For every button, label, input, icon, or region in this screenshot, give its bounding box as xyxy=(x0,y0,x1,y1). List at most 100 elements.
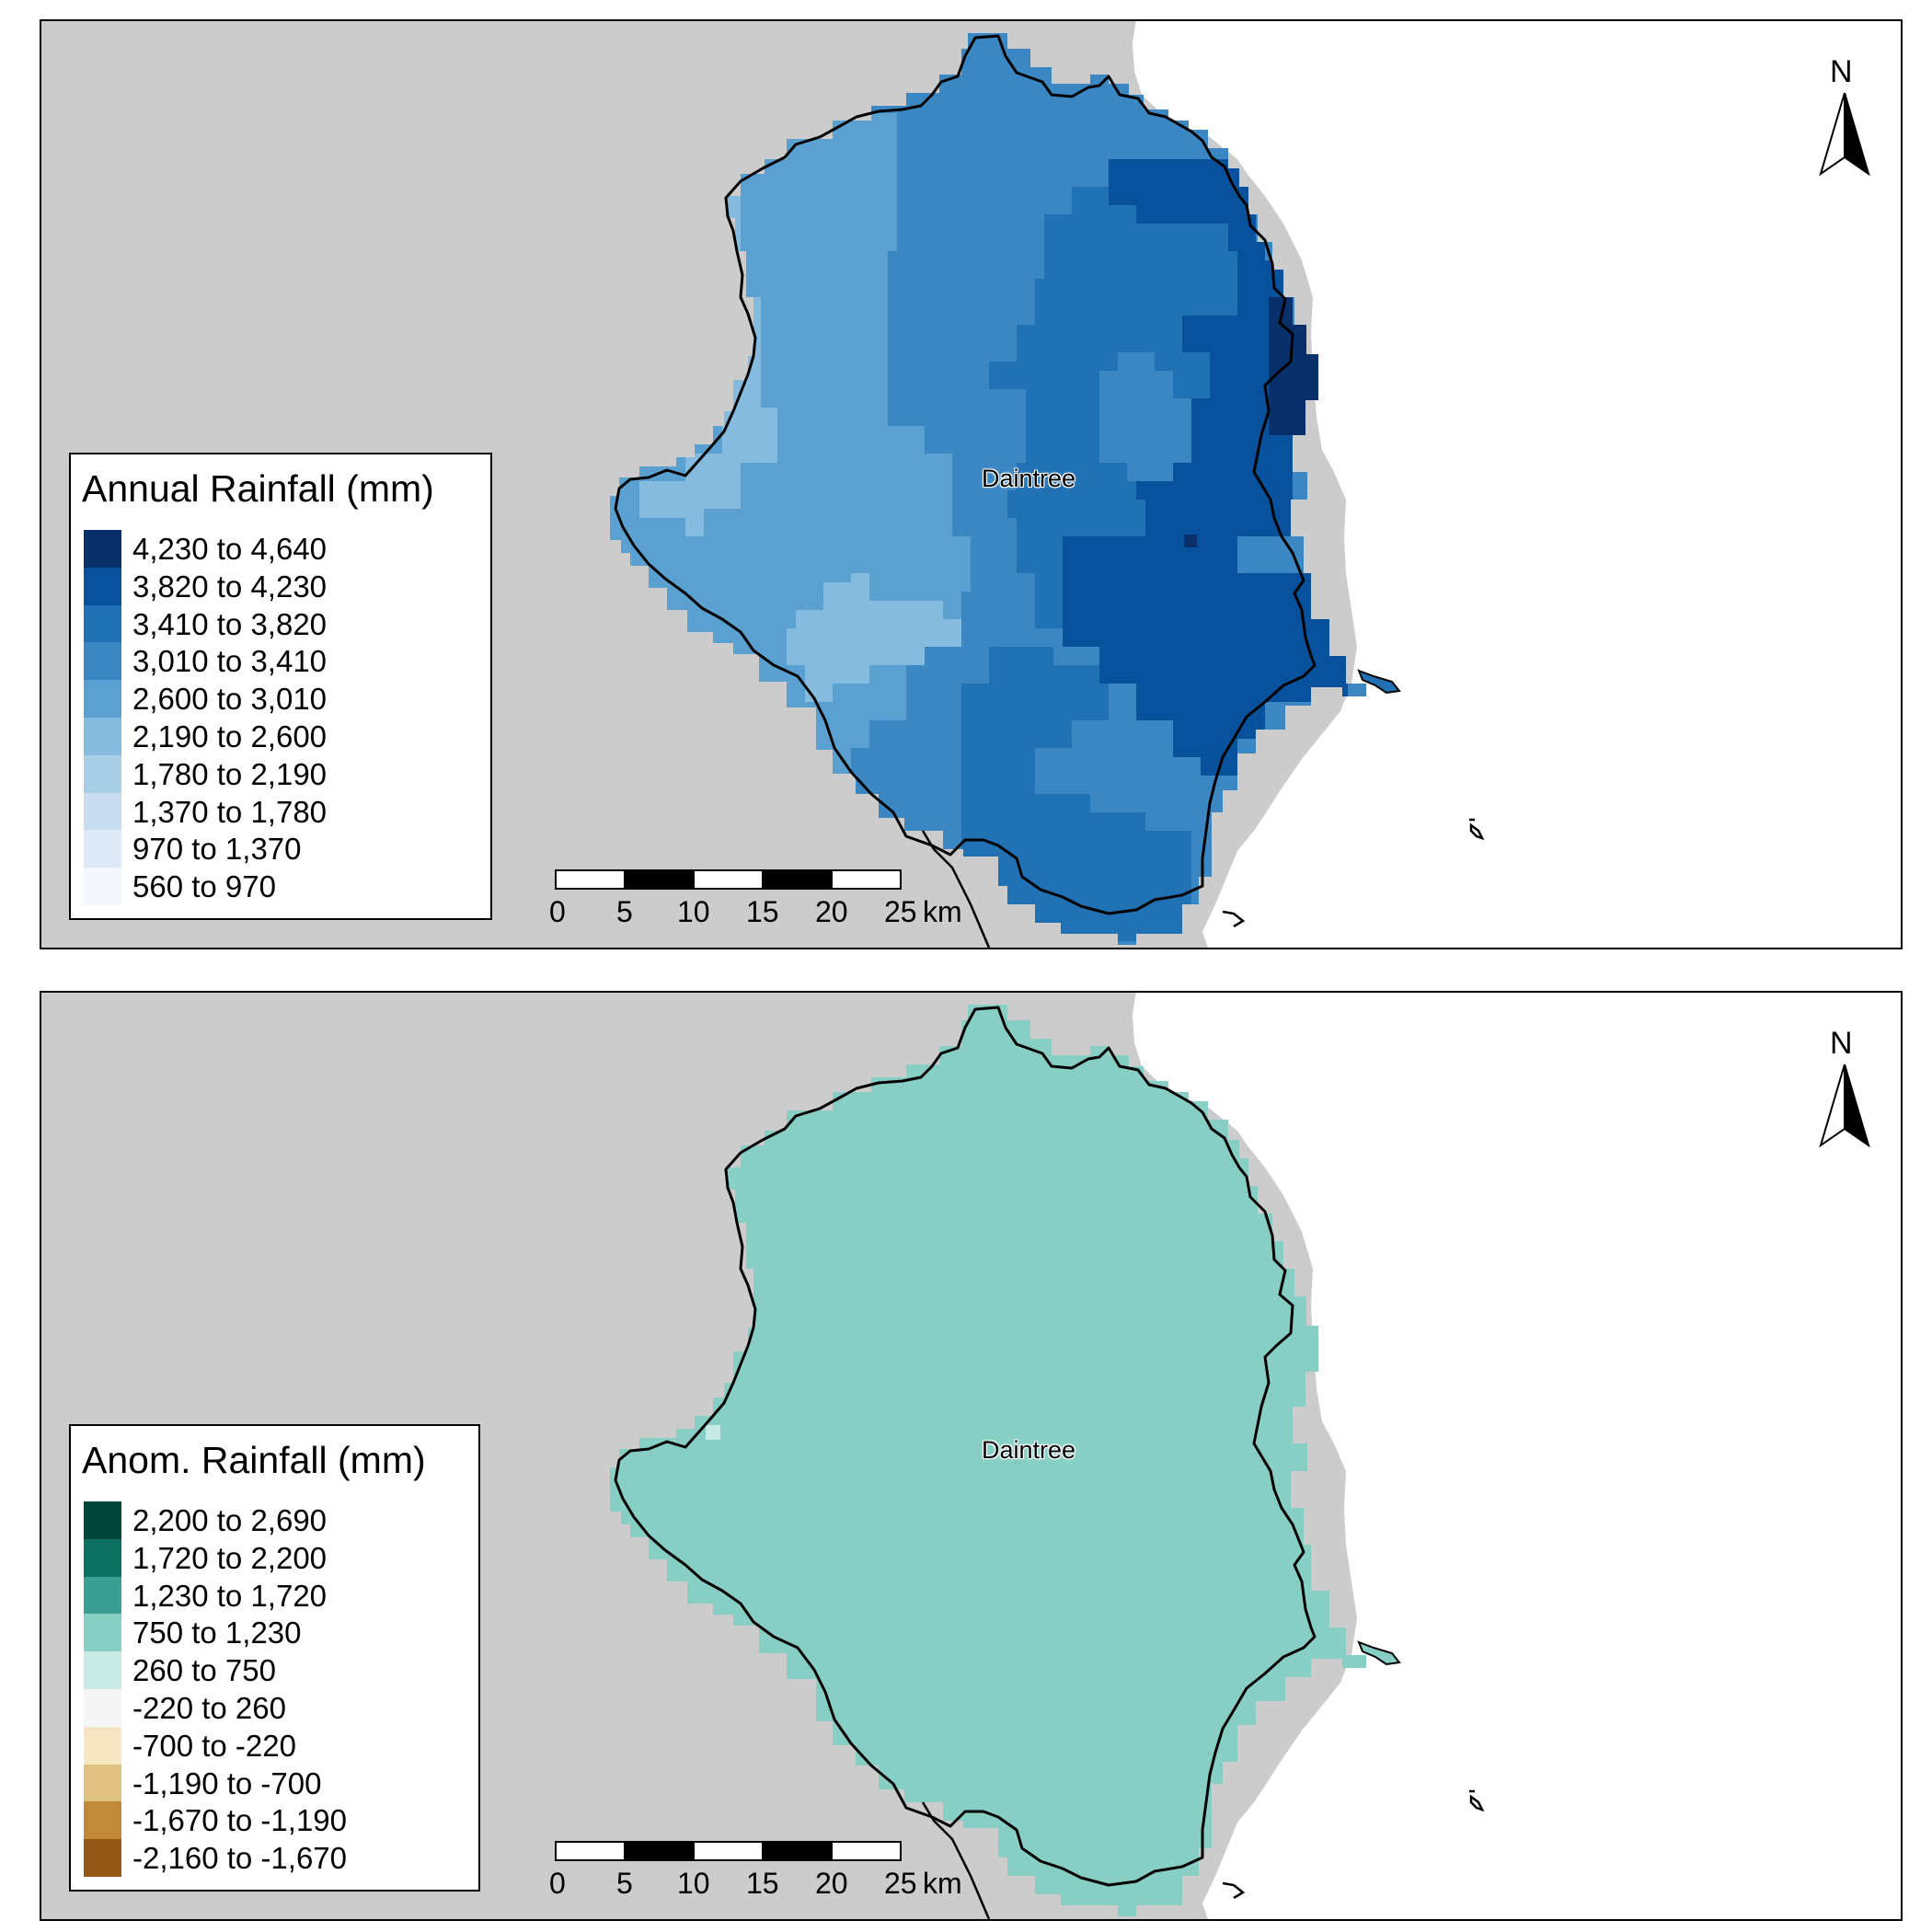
place-label-daintree: Daintree xyxy=(982,1436,1076,1464)
scale-tick-label: 25 xyxy=(884,895,917,928)
legend-swatch xyxy=(84,754,121,793)
legend-swatch xyxy=(84,1614,121,1652)
legend-anomaly-rainfall: Anom. Rainfall (mm) 2,200 to 2,690 1,720 … xyxy=(69,1424,480,1892)
catchment-outline xyxy=(614,34,1317,915)
sea-area xyxy=(1133,21,1901,948)
legend-label: 3,820 to 4,230 xyxy=(132,569,328,604)
legend-swatch xyxy=(84,718,121,755)
scale-unit-label: km xyxy=(923,895,962,928)
road-line xyxy=(921,830,991,948)
legend-item: 3,820 to 4,230 xyxy=(84,567,470,605)
legend-label: 2,600 to 3,010 xyxy=(132,682,328,717)
legend-label: 2,200 to 2,690 xyxy=(132,1503,328,1537)
catchment-outline xyxy=(614,1006,1317,1887)
scale-bar-graphic xyxy=(555,1841,902,1861)
legend-swatch xyxy=(84,1839,121,1878)
scale-tick-label: 20 xyxy=(815,895,848,928)
legend-swatch xyxy=(84,1801,121,1840)
legend-label: 3,410 to 3,820 xyxy=(132,606,328,641)
island xyxy=(1357,669,1401,695)
legend-swatch xyxy=(84,1726,121,1765)
scale-tick-label: 5 xyxy=(616,895,633,928)
north-arrow: N xyxy=(1817,1026,1872,1173)
legend-swatch xyxy=(84,567,121,605)
north-arrow-icon xyxy=(1819,1064,1870,1148)
legend-label: 260 to 750 xyxy=(132,1653,276,1688)
legend-label: 1,370 to 1,780 xyxy=(132,794,328,829)
legend-label: 1,780 to 2,190 xyxy=(132,756,328,791)
legend-label: 3,010 to 3,410 xyxy=(132,644,328,679)
legend-swatch xyxy=(84,830,121,868)
legend-label: -1,190 to -700 xyxy=(132,1765,322,1800)
scale-tick-label: 20 xyxy=(815,1867,848,1900)
legend-swatch xyxy=(84,1651,121,1690)
legend-swatch xyxy=(84,1764,121,1802)
place-label-daintree: Daintree xyxy=(982,465,1076,492)
road-line xyxy=(921,1801,991,1919)
legend-swatch xyxy=(84,1538,121,1577)
legend-swatch xyxy=(84,792,121,831)
scale-tick-label: 10 xyxy=(677,1867,710,1900)
scale-tick-label: 10 xyxy=(677,895,710,928)
legend-label: -1,670 to -1,190 xyxy=(132,1803,347,1838)
legend-item: 1,230 to 1,720 xyxy=(84,1576,470,1615)
legend-swatch xyxy=(84,1576,121,1615)
legend-item: 4,230 to 4,640 xyxy=(84,530,470,568)
legend-item: -2,160 to -1,670 xyxy=(84,1839,470,1878)
coast-small xyxy=(1222,1881,1246,1900)
scale-bar-graphic xyxy=(555,869,902,890)
legend-swatch xyxy=(84,680,121,719)
legend-item: 2,200 to 2,690 xyxy=(84,1501,470,1539)
legend-item: 750 to 1,230 xyxy=(84,1614,470,1652)
scale-tick-label: 0 xyxy=(549,895,566,928)
annual-rainfall-map xyxy=(41,21,1901,948)
legend-swatch xyxy=(84,530,121,568)
north-label: N xyxy=(1830,1026,1853,1061)
annual-rainfall-map-panel: Daintree N 0 5 10 15 20 25 km Annual Rai… xyxy=(40,19,1903,949)
scale-bar: 0 5 10 15 20 25 km xyxy=(549,1841,962,1905)
legend-title: Anom. Rainfall (mm) xyxy=(82,1439,426,1481)
legend-swatch xyxy=(84,642,121,681)
scale-bar: 0 5 10 15 20 25 km xyxy=(549,869,962,934)
north-label: N xyxy=(1830,54,1853,89)
scale-tick-label: 25 xyxy=(884,1867,917,1900)
legend-item: 1,370 to 1,780 xyxy=(84,792,470,831)
island xyxy=(1357,1640,1401,1666)
legend-item: -1,670 to -1,190 xyxy=(84,1801,470,1840)
anomaly-cell-light xyxy=(706,1425,720,1440)
legend-label: 1,720 to 2,200 xyxy=(132,1540,328,1575)
north-arrow-icon xyxy=(1819,93,1870,177)
legend-label: 750 to 1,230 xyxy=(132,1616,302,1650)
anomaly-rainfall-map-panel: Daintree N 0 5 10 15 20 25 km Anom. Rain… xyxy=(40,991,1903,1921)
north-arrow: N xyxy=(1817,54,1872,201)
legend-item: 2,190 to 2,600 xyxy=(84,718,470,755)
legend-item: 260 to 750 xyxy=(84,1651,470,1690)
legend-swatch xyxy=(84,604,121,643)
legend-item: 1,780 to 2,190 xyxy=(84,754,470,793)
legend-item: 560 to 970 xyxy=(84,868,470,906)
scale-tick-label: 15 xyxy=(746,895,779,928)
legend-item: 970 to 1,370 xyxy=(84,830,470,868)
legend-item: 3,410 to 3,820 xyxy=(84,604,470,643)
legend-label: 2,190 to 2,600 xyxy=(132,719,328,753)
legend-item: 1,720 to 2,200 xyxy=(84,1538,470,1577)
legend-item: 3,010 to 3,410 xyxy=(84,642,470,681)
scale-tick-label: 0 xyxy=(549,1867,566,1900)
scale-tick-label: 15 xyxy=(746,1867,779,1900)
legend-label: 970 to 1,370 xyxy=(132,832,302,867)
legend-label: -2,160 to -1,670 xyxy=(132,1841,347,1876)
legend-annual-rainfall: Annual Rainfall (mm) 4,230 to 4,640 3,820… xyxy=(69,453,492,920)
coast-small xyxy=(1222,910,1246,928)
catchment-raster xyxy=(610,1005,1366,1916)
legend-label: 1,230 to 1,720 xyxy=(132,1578,328,1613)
legend-swatch xyxy=(84,1501,121,1539)
legend-swatch xyxy=(84,1689,121,1727)
legend-label: 560 to 970 xyxy=(132,869,276,904)
scale-tick-label: 5 xyxy=(616,1867,633,1900)
legend-item: -1,190 to -700 xyxy=(84,1764,470,1802)
scale-unit-label: km xyxy=(923,1867,962,1900)
legend-label: 4,230 to 4,640 xyxy=(132,532,328,566)
legend-item: 2,600 to 3,010 xyxy=(84,680,470,719)
legend-label: -700 to -220 xyxy=(132,1728,296,1763)
legend-item: -700 to -220 xyxy=(84,1726,470,1765)
